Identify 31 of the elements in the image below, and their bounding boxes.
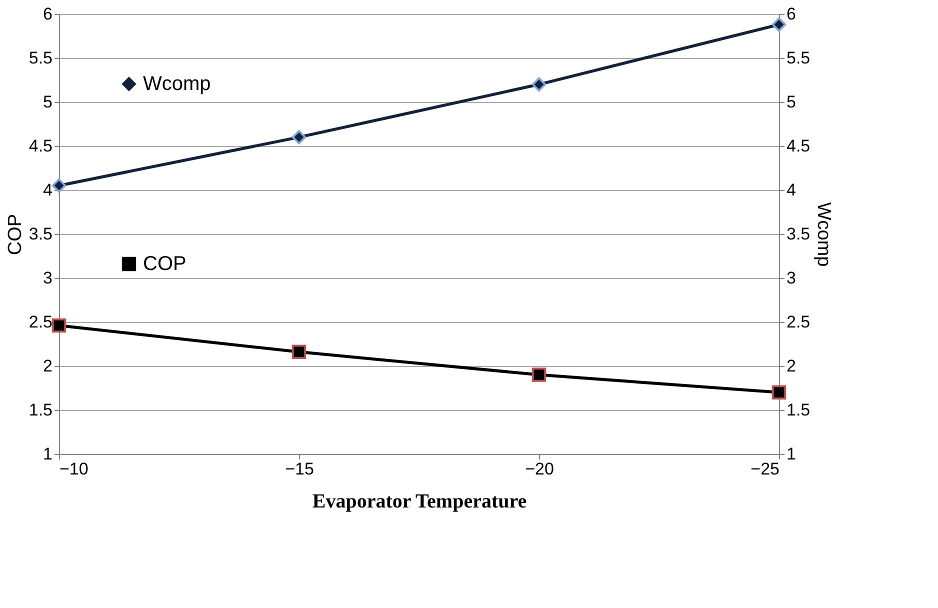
y-tick-label: 3.5	[28, 224, 52, 244]
y2-tick-label: 2	[786, 356, 796, 376]
y-tick-label: 6	[43, 4, 52, 24]
y-axis-title: COP	[4, 214, 26, 256]
y-tick-label: 1.5	[28, 400, 52, 420]
y2-tick-label: 1	[786, 444, 796, 464]
x-tick-label: −25	[750, 460, 780, 478]
y2-tick-label: 4.5	[786, 136, 810, 156]
y2-tick-label: 4	[786, 180, 796, 200]
y-tick-label: 2	[43, 356, 52, 376]
y2-tick-label: 5.5	[786, 48, 810, 68]
y2-tick-label: 3.5	[786, 224, 810, 244]
y2-tick-label: 3	[786, 268, 796, 288]
x-tick-label: −20	[525, 460, 554, 478]
y-tick-label: 5	[43, 92, 52, 112]
y-tick-label: 3	[43, 268, 52, 288]
x-tick-label: −10	[60, 460, 88, 478]
y-tick-label: 4.5	[28, 136, 52, 156]
y2-tick-label: 1.5	[786, 400, 810, 420]
legend-label: Wcomp	[143, 73, 211, 95]
y-tick-label: 1	[43, 444, 52, 464]
y2-tick-label: 2.5	[786, 312, 810, 332]
legend-label: COP	[143, 253, 186, 275]
y2-tick-label: 5	[786, 92, 796, 112]
y-tick-label: 2.5	[28, 312, 52, 332]
y-tick-label: 4	[43, 180, 52, 200]
x-tick-label: −15	[285, 460, 314, 478]
x-axis-title: Evaporator Temperature	[312, 490, 527, 512]
y2-tick-label: 6	[786, 4, 796, 24]
y-tick-label: 5.5	[28, 48, 52, 68]
y2-axis-title: Wcomp	[813, 202, 834, 267]
